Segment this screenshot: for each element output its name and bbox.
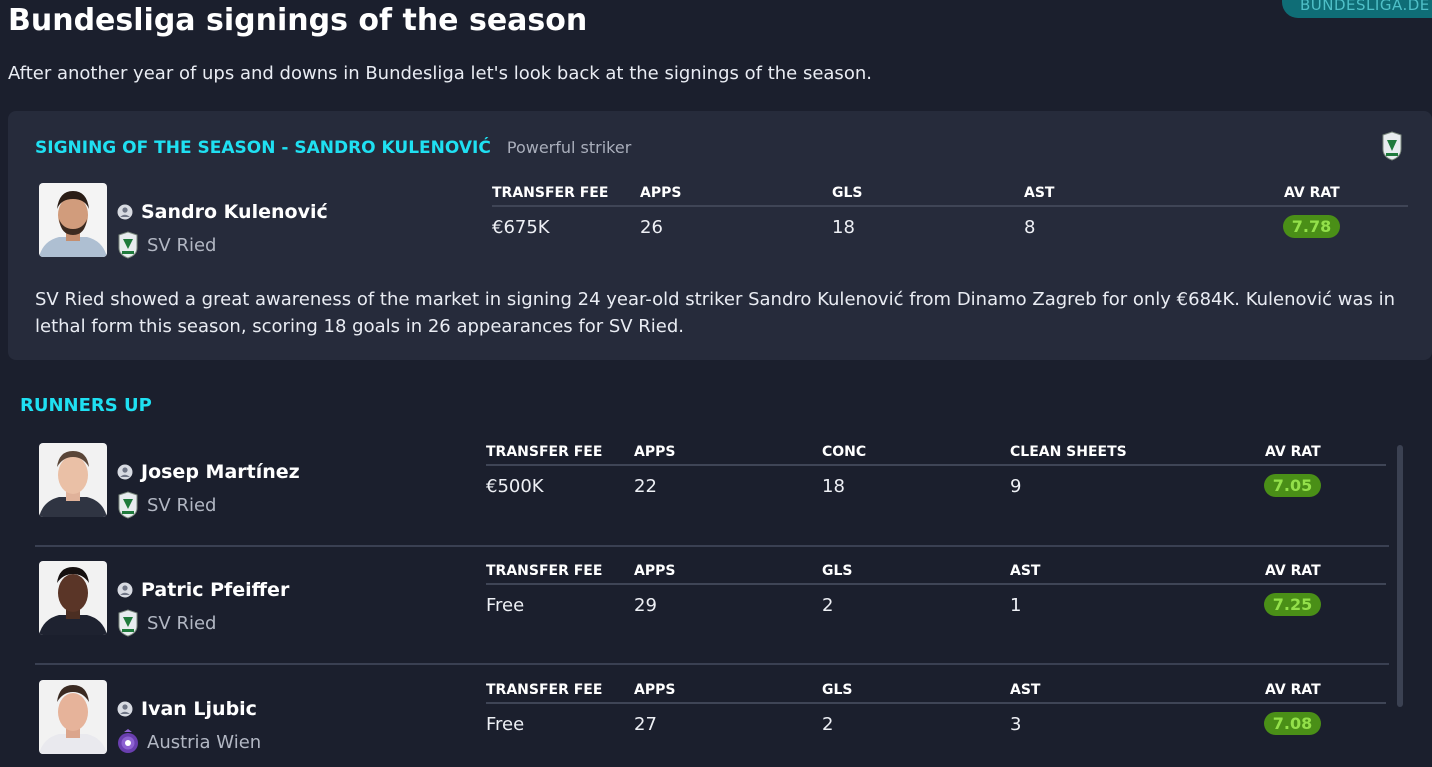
- stat-value: 29: [634, 595, 657, 616]
- player-avatar[interactable]: [39, 443, 107, 517]
- stat-value: 18: [822, 476, 845, 497]
- stat-value: €500K: [486, 476, 544, 497]
- player-club[interactable]: Austria Wien: [147, 731, 262, 753]
- stat-header: AV RAT: [1265, 444, 1321, 460]
- player-name[interactable]: Josep Martínez: [141, 461, 300, 483]
- person-icon: [117, 204, 133, 220]
- club-badge-icon: [118, 729, 138, 753]
- runner-up-player[interactable]: Josep Martínez SV Ried: [39, 443, 300, 519]
- club-crest-icon[interactable]: [1380, 131, 1404, 161]
- stat-header: APPS: [634, 563, 676, 579]
- stat-value: 8: [1024, 217, 1036, 238]
- club-badge-icon: [118, 609, 138, 637]
- stat-header: TRANSFER FEE: [486, 444, 603, 460]
- page-title: Bundesliga signings of the season: [8, 3, 588, 38]
- stat-header: TRANSFER FEE: [486, 563, 603, 579]
- runner-up-stats: TRANSFER FEE APPS GLS AST AV RAT Free 29…: [486, 559, 1386, 616]
- player-avatar[interactable]: [39, 183, 107, 257]
- row-divider: [35, 663, 1389, 665]
- person-icon: [117, 582, 133, 598]
- runner-up-stats: TRANSFER FEE APPS GLS AST AV RAT Free 27…: [486, 678, 1386, 735]
- player-name[interactable]: Ivan Ljubic: [141, 698, 257, 720]
- stat-header: TRANSFER FEE: [492, 185, 609, 201]
- stat-value: 26: [640, 217, 663, 238]
- stat-value: 22: [634, 476, 657, 497]
- player-name[interactable]: Patric Pfeiffer: [141, 579, 290, 601]
- stat-value: Free: [486, 595, 525, 616]
- player-club[interactable]: SV Ried: [147, 612, 217, 634]
- player-avatar[interactable]: [39, 561, 107, 635]
- runners-up-heading: RUNNERS UP: [20, 395, 152, 416]
- runner-up-player[interactable]: Ivan Ljubic Austria Wien: [39, 680, 261, 756]
- club-badge-icon: [118, 231, 138, 259]
- stat-header: TRANSFER FEE: [486, 682, 603, 698]
- stat-header: AST: [1010, 563, 1041, 579]
- stat-header: AV RAT: [1265, 563, 1321, 579]
- stat-value: 2: [822, 595, 834, 616]
- stat-value: 9: [1010, 476, 1022, 497]
- player-club[interactable]: SV Ried: [147, 494, 217, 516]
- stat-header: AST: [1010, 682, 1041, 698]
- feature-heading: SIGNING OF THE SEASON - SANDRO KULENOVIĆ: [35, 138, 491, 158]
- brand-tab[interactable]: BUNDESLIGA.DE: [1282, 0, 1432, 18]
- rating-badge: 7.08: [1264, 712, 1321, 735]
- stat-header: AV RAT: [1265, 682, 1321, 698]
- club-badge-icon: [118, 491, 138, 519]
- feature-tag: Powerful striker: [506, 138, 632, 157]
- rating-badge: 7.25: [1264, 593, 1321, 616]
- stat-value: 3: [1010, 714, 1022, 735]
- player-name[interactable]: Sandro Kulenović: [141, 201, 328, 223]
- page-subtitle: After another year of ups and downs in B…: [8, 63, 872, 84]
- stat-header: AST: [1024, 185, 1055, 201]
- stat-header: APPS: [640, 185, 682, 201]
- stat-value: 18: [832, 217, 855, 238]
- stat-header: APPS: [634, 444, 676, 460]
- stat-header: GLS: [822, 563, 853, 579]
- stat-value: 1: [1010, 595, 1022, 616]
- row-divider: [35, 545, 1389, 547]
- rating-badge: 7.05: [1264, 474, 1321, 497]
- player-club[interactable]: SV Ried: [147, 234, 217, 256]
- stat-header: GLS: [832, 185, 863, 201]
- player-avatar[interactable]: [39, 680, 107, 754]
- stat-header: CONC: [822, 444, 867, 460]
- runner-up-player[interactable]: Patric Pfeiffer SV Ried: [39, 561, 289, 637]
- rating-badge: 7.78: [1283, 215, 1340, 238]
- feature-player[interactable]: Sandro Kulenović SV Ried: [39, 183, 328, 259]
- person-icon: [117, 464, 133, 480]
- stat-value: €675K: [492, 217, 550, 238]
- feature-header: SIGNING OF THE SEASON - SANDRO KULENOVIĆ…: [35, 138, 631, 158]
- stat-value: 27: [634, 714, 657, 735]
- stat-header: AV RAT: [1284, 185, 1340, 201]
- person-icon: [117, 701, 133, 717]
- scrollbar[interactable]: [1397, 445, 1403, 707]
- runner-up-stats: TRANSFER FEE APPS CONC CLEAN SHEETS AV R…: [486, 440, 1386, 497]
- signing-of-season-card: SIGNING OF THE SEASON - SANDRO KULENOVIĆ…: [8, 111, 1432, 360]
- stat-value: 2: [822, 714, 834, 735]
- stat-value: Free: [486, 714, 525, 735]
- stat-header: GLS: [822, 682, 853, 698]
- feature-description: SV Ried showed a great awareness of the …: [35, 289, 1396, 337]
- stat-header: APPS: [634, 682, 676, 698]
- feature-stats: TRANSFER FEE APPS GLS AST AV RAT €675K 2…: [492, 181, 1408, 238]
- stat-header: CLEAN SHEETS: [1010, 444, 1127, 460]
